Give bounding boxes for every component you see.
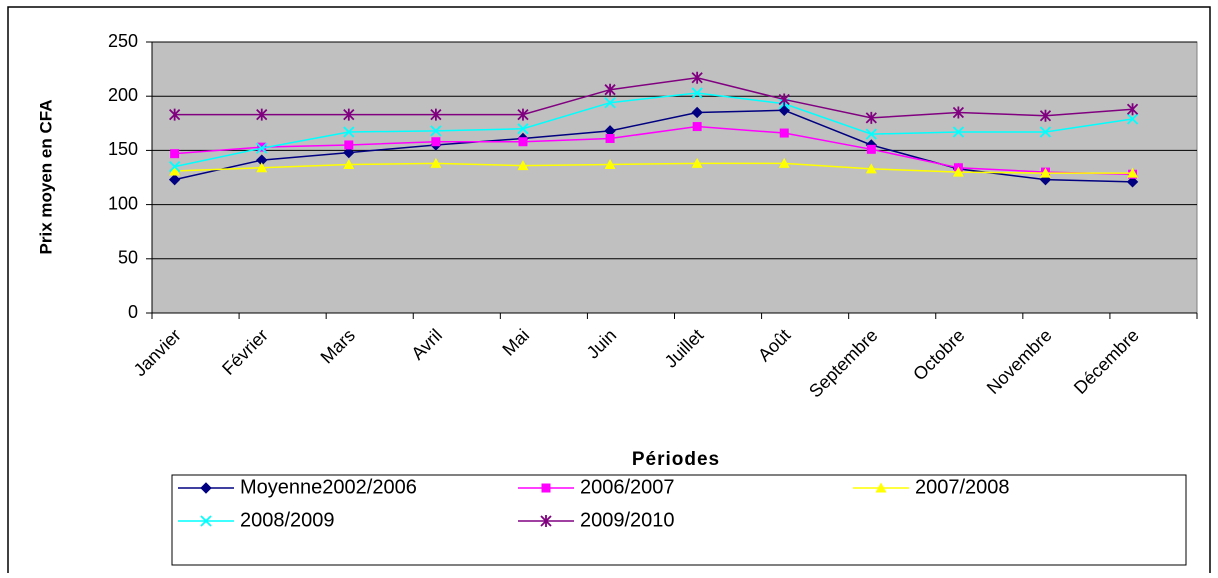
marker — [952, 126, 965, 138]
marker — [778, 93, 790, 106]
legend-label: 2007/2008 — [915, 476, 1010, 498]
series-line — [174, 109, 1133, 183]
y-tick-label: 200 — [108, 85, 138, 105]
marker — [778, 104, 790, 116]
marker — [1126, 113, 1139, 125]
marker — [952, 106, 965, 119]
marker — [692, 122, 702, 132]
marker — [518, 137, 528, 147]
marker — [344, 140, 354, 150]
marker — [875, 482, 887, 493]
legend-label: Moyenne2002/2006 — [240, 476, 417, 498]
marker — [200, 515, 212, 527]
marker — [256, 108, 268, 121]
marker — [169, 161, 181, 173]
marker — [604, 83, 616, 96]
marker — [1039, 126, 1052, 138]
legend-label: 2009/2010 — [580, 509, 675, 531]
marker — [343, 126, 355, 138]
legend — [171, 474, 1187, 566]
marker — [1039, 109, 1052, 122]
marker — [430, 108, 442, 121]
marker — [779, 128, 789, 138]
marker — [691, 71, 703, 84]
y-tick-label: 50 — [118, 248, 138, 268]
marker — [691, 87, 703, 99]
marker — [865, 163, 877, 174]
marker — [1127, 167, 1139, 178]
marker — [430, 157, 442, 168]
marker — [169, 108, 181, 121]
x-axis-title: Périodes — [632, 449, 720, 470]
marker — [866, 144, 876, 154]
marker — [256, 142, 268, 154]
marker — [517, 160, 529, 171]
marker — [952, 166, 964, 177]
marker — [1126, 176, 1139, 188]
marker — [431, 137, 441, 147]
marker — [541, 483, 551, 493]
y-tick-label: 150 — [108, 139, 138, 159]
marker — [604, 97, 616, 109]
series-line — [174, 77, 1133, 119]
marker — [865, 128, 877, 140]
y-tick-label: 250 — [108, 31, 138, 51]
series-line — [174, 125, 1133, 175]
marker — [256, 162, 268, 173]
marker — [540, 515, 552, 527]
y-axis-title: Prix moyen en CFA — [36, 100, 55, 255]
legend-label: 2008/2009 — [240, 509, 335, 531]
marker — [604, 158, 616, 169]
marker — [605, 133, 615, 143]
marker — [200, 482, 212, 494]
marker — [343, 108, 355, 121]
marker — [691, 157, 703, 168]
series-line — [174, 162, 1133, 174]
marker — [430, 125, 442, 137]
y-tick-label: 100 — [108, 193, 138, 213]
legend-label: 2006/2007 — [580, 476, 675, 498]
marker — [343, 146, 355, 159]
marker — [865, 111, 877, 124]
series-line — [174, 92, 1133, 168]
marker — [517, 108, 529, 121]
y-tick-label: 0 — [128, 302, 138, 322]
marker — [170, 149, 180, 159]
marker — [1126, 103, 1139, 116]
marker — [778, 157, 790, 168]
marker — [691, 106, 703, 119]
marker — [517, 123, 529, 135]
marker — [343, 158, 355, 169]
marker — [169, 165, 181, 176]
marker — [1039, 167, 1051, 178]
marker — [168, 173, 181, 186]
